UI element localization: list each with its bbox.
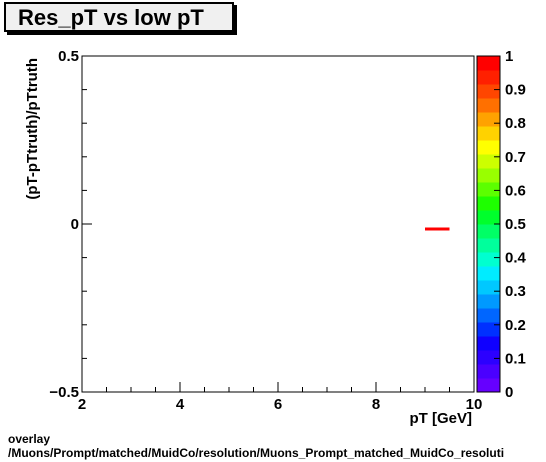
colorbar-tick-label: 0.7 bbox=[505, 149, 526, 166]
x-tick-label: 4 bbox=[176, 396, 185, 413]
colorbar-tick-label: 0.3 bbox=[505, 283, 526, 300]
plot-frame bbox=[81, 55, 475, 393]
colorbar-segment bbox=[477, 168, 500, 183]
colorbar-tick-label: 1 bbox=[505, 48, 513, 65]
colorbar-tick-label: 0.4 bbox=[505, 250, 527, 267]
colorbar-segment bbox=[477, 308, 500, 323]
colorbar-segment bbox=[477, 252, 500, 267]
colorbar-segment bbox=[477, 336, 500, 351]
colorbar-segment bbox=[477, 84, 500, 99]
colorbar-segment bbox=[477, 70, 500, 85]
colorbar-tick-label: 0.5 bbox=[505, 216, 526, 233]
colorbar-segment bbox=[477, 154, 500, 169]
title-box: Res_pT vs low pT bbox=[4, 2, 234, 32]
colorbar-tick-label: 0.8 bbox=[505, 115, 526, 132]
colorbar-tick-label: 0.6 bbox=[505, 182, 526, 199]
y-tick-label: 0.5 bbox=[58, 48, 79, 65]
colorbar-segment bbox=[477, 364, 500, 379]
colorbar-segment bbox=[477, 322, 500, 337]
colorbar-segment bbox=[477, 126, 500, 141]
footer-path: /Muons/Prompt/matched/MuidCo/resolution/… bbox=[8, 446, 505, 460]
colorbar-segment bbox=[477, 140, 500, 155]
y-tick-label: −0.5 bbox=[49, 384, 79, 401]
y-axis-label: (pT-pTtruth)/pTtruth bbox=[24, 58, 41, 200]
colorbar-segment bbox=[477, 112, 500, 127]
colorbar-segment bbox=[477, 350, 500, 365]
x-axis-label: pT [GeV] bbox=[410, 410, 473, 427]
footer-label: overlay bbox=[8, 432, 51, 446]
colorbar-segment bbox=[477, 182, 500, 197]
colorbar-segment bbox=[477, 280, 500, 295]
x-tick-label: 6 bbox=[274, 396, 282, 413]
x-tick-label: 2 bbox=[78, 396, 86, 413]
colorbar-segment bbox=[477, 210, 500, 225]
colorbar-tick-label: 0.2 bbox=[505, 317, 526, 334]
colorbar-segment bbox=[477, 294, 500, 309]
colorbar-segment bbox=[477, 224, 500, 239]
colorbar-tick-label: 0 bbox=[505, 384, 513, 401]
colorbar-tick-label: 0.1 bbox=[505, 350, 526, 367]
colorbar-segment bbox=[477, 196, 500, 211]
colorbar-segment bbox=[477, 238, 500, 253]
colorbar-segment bbox=[477, 266, 500, 281]
x-tick-label: 10 bbox=[466, 396, 483, 413]
colorbar-segment bbox=[477, 378, 500, 393]
x-tick-label: 8 bbox=[372, 396, 380, 413]
colorbar-segment bbox=[477, 56, 500, 71]
colorbar-segment bbox=[477, 98, 500, 113]
y-tick-label: 0 bbox=[71, 216, 79, 233]
colorbar-tick-label: 0.9 bbox=[505, 82, 526, 99]
chart-title: Res_pT vs low pT bbox=[18, 5, 204, 30]
